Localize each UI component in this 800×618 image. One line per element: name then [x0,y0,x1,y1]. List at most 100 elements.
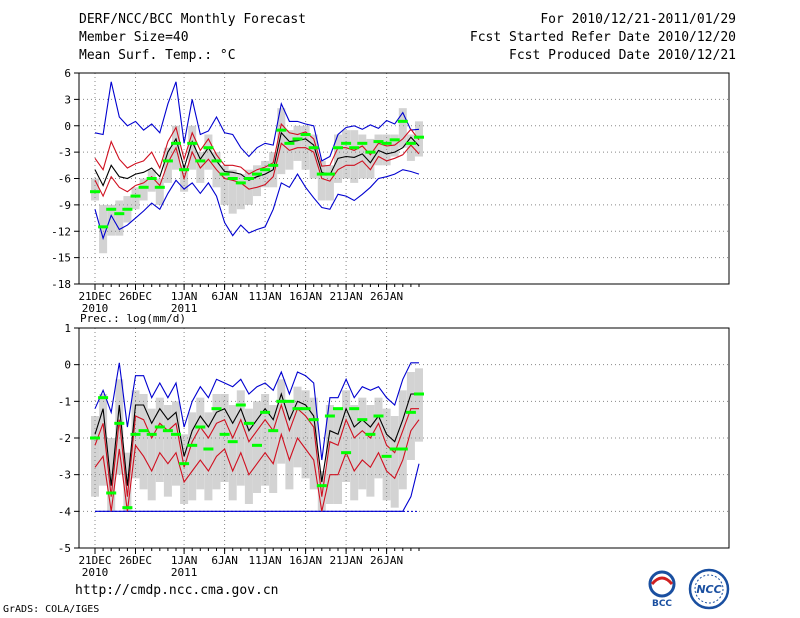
ensemble-box [115,200,124,236]
median-marker [333,146,343,150]
ensemble-mean-line [94,131,420,187]
x-tick-label: 21JAN [330,554,363,567]
median-marker [405,410,416,414]
ensemble-box [220,394,229,482]
median-marker [187,443,198,447]
upper-spread-line [94,122,420,175]
median-marker [252,172,262,176]
y-tick-label: -18 [51,278,71,291]
ncc-logo-text: NCC [696,583,721,596]
ensemble-box [261,394,270,486]
ensemble-box [285,401,294,490]
max-line [94,362,419,461]
median-marker [365,150,376,154]
source-url[interactable]: http://cmdp.ncc.cma.gov.cn [75,583,279,598]
median-marker [381,454,392,458]
precip-title: Prec.: log(mm/d) [80,312,186,325]
y-tick-label: -6 [58,173,71,186]
y-tick-label: -5 [58,542,71,555]
ensemble-box [188,125,197,170]
median-marker [292,137,303,141]
median-marker [397,447,408,451]
median-marker [219,432,230,436]
median-marker [357,418,368,422]
median-marker [187,141,198,145]
y-tick-label: -9 [58,199,71,212]
median-marker [219,172,230,176]
median-marker [227,440,238,444]
median-marker [195,159,206,163]
median-marker [308,418,319,422]
x-tick-label: 6JAN [211,554,238,567]
median-marker [324,172,335,176]
x-tick-label: 21DEC [78,554,111,567]
median-marker [349,146,360,150]
min-line [94,169,420,241]
y-tick-label: -4 [58,505,72,518]
median-marker [195,425,206,429]
median-marker [154,185,165,189]
ensemble-box [155,178,164,205]
ensemble-box [325,165,334,201]
x-tick-label: 21JAN [330,290,363,303]
median-marker [243,177,254,180]
median-marker [341,451,352,455]
ensemble-box [309,397,318,490]
ensemble-box [139,178,148,201]
ensemble-box [406,134,415,161]
ensemble-box [293,125,302,161]
x-tick-label: 11JAN [249,290,282,303]
ensemble-box [350,405,359,501]
median-marker [138,429,149,433]
median-marker [365,432,376,436]
y-tick-label: 6 [64,67,71,80]
y-tick-label: -3 [58,469,71,482]
y-tick-label: 0 [64,359,71,372]
ensemble-box [244,169,253,205]
ensemble-box [180,434,189,504]
ensemble-box [196,397,205,490]
member-size: Member Size=40 [79,30,189,45]
median-marker [203,146,214,150]
variable-label: Mean Surf. Temp.: °C [79,48,236,63]
ensemble-box [350,130,359,183]
median-marker [381,141,392,145]
median-marker [292,407,303,411]
median-marker [260,168,271,172]
forecast-started: Fcst Started Refer Date 2010/12/20 [469,30,736,45]
ensemble-box [163,147,172,183]
median-marker [114,212,125,216]
min-line [95,463,420,512]
ensemble-box [228,169,237,214]
median-marker [373,140,384,144]
x-tick-label: 21DEC [78,290,111,303]
ensemble-box [236,390,245,486]
median-marker [357,141,368,145]
x-tick-year-label: 2011 [171,566,198,579]
median-marker [146,177,157,180]
median-marker [90,436,100,440]
ensemble-box [147,169,156,192]
ensemble-box [155,397,164,482]
median-marker [114,421,125,425]
median-marker [349,407,360,411]
upper-spread-line [94,403,419,497]
ensemble-box [390,416,399,508]
x-tick-label: 26DEC [119,290,152,303]
grads-credit: GrADS: COLA/IGES [3,604,100,615]
ensemble-box [147,408,156,501]
ensemble-box [406,372,415,460]
ensemble-box [317,471,326,512]
median-marker [389,447,400,451]
ensemble-box [99,394,108,486]
y-tick-label: 0 [64,120,71,133]
x-tick-label: 16JAN [289,290,322,303]
median-marker [324,414,335,418]
median-marker [106,207,117,211]
x-tick-label: 26DEC [119,554,152,567]
ensemble-box [269,405,278,493]
ensemble-box [334,408,342,504]
ensemble-box [382,408,391,501]
median-marker [268,429,279,433]
